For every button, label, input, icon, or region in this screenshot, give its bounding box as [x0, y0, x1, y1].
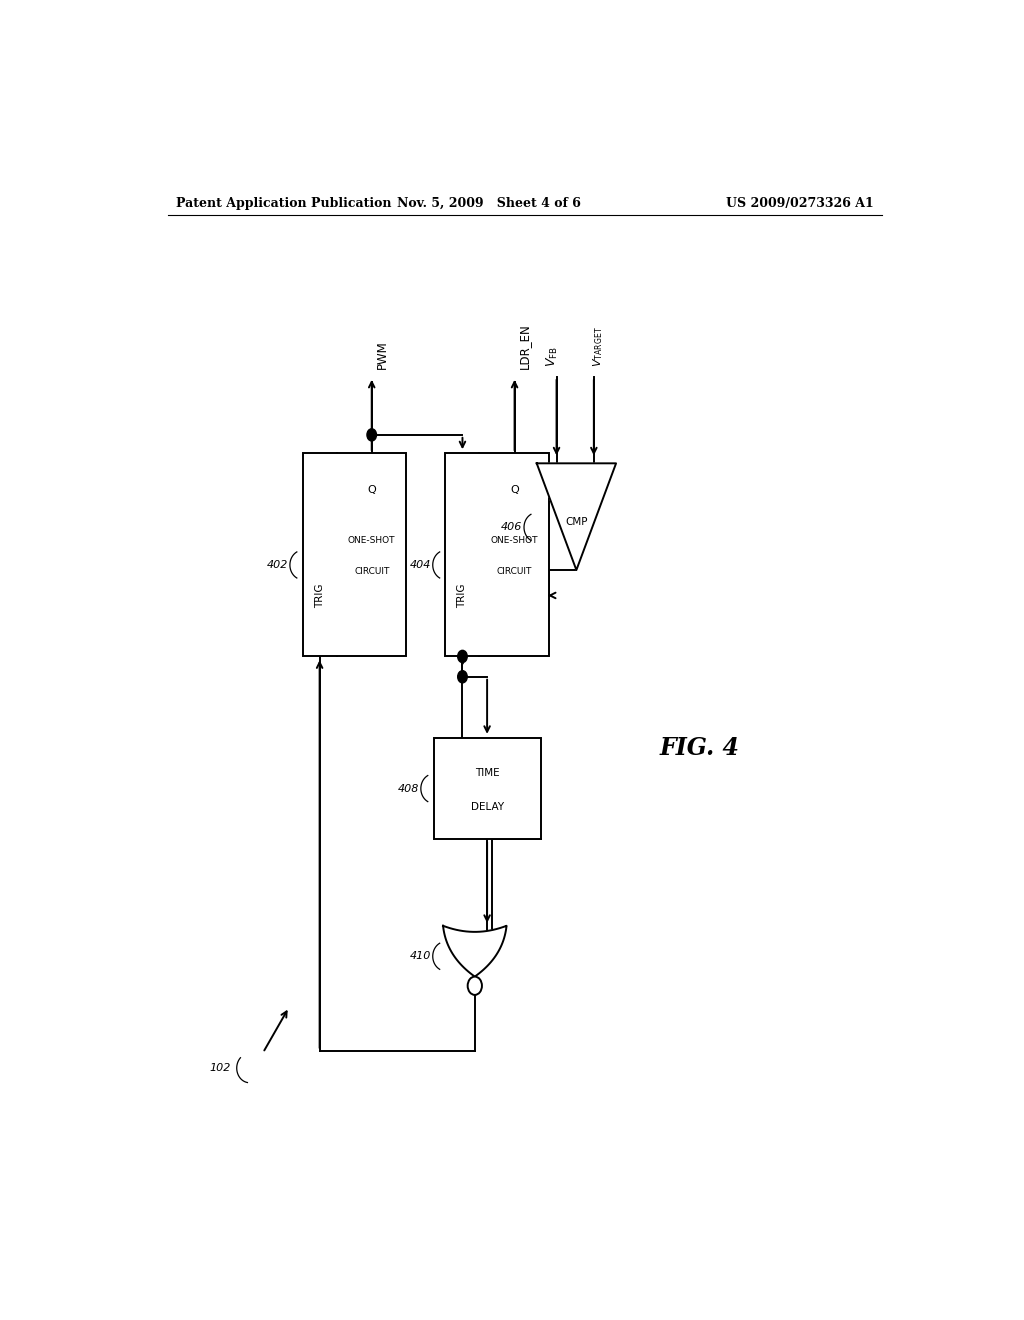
Text: TRIG: TRIG [458, 583, 468, 607]
Text: 402: 402 [267, 560, 289, 570]
Circle shape [458, 671, 467, 682]
Text: TRIG: TRIG [314, 583, 325, 607]
Text: 410: 410 [410, 952, 431, 961]
Text: Nov. 5, 2009   Sheet 4 of 6: Nov. 5, 2009 Sheet 4 of 6 [397, 197, 581, 210]
Text: $V_{\mathregular{FB}}$: $V_{\mathregular{FB}}$ [545, 346, 560, 367]
Bar [303, 453, 406, 656]
Text: 406: 406 [501, 523, 522, 532]
Circle shape [468, 977, 482, 995]
Text: DELAY: DELAY [471, 801, 504, 812]
Text: PWM: PWM [376, 341, 388, 368]
Polygon shape [537, 463, 616, 570]
Text: $V_{\mathregular{TARGET}}$: $V_{\mathregular{TARGET}}$ [591, 326, 605, 367]
Text: Q: Q [510, 484, 519, 495]
Bar [433, 738, 541, 840]
Text: LDR_EN: LDR_EN [518, 323, 531, 368]
Text: ONE-SHOT: ONE-SHOT [490, 536, 539, 545]
Text: CIRCUIT: CIRCUIT [354, 566, 389, 576]
Text: CIRCUIT: CIRCUIT [497, 566, 532, 576]
Text: FIG. 4: FIG. 4 [659, 737, 739, 760]
Text: Q: Q [368, 484, 376, 495]
Text: Patent Application Publication: Patent Application Publication [176, 197, 391, 210]
Text: US 2009/0273326 A1: US 2009/0273326 A1 [726, 197, 873, 210]
Text: 102: 102 [210, 1063, 231, 1073]
Text: 408: 408 [398, 784, 419, 793]
Polygon shape [443, 925, 507, 977]
Text: CMP: CMP [565, 517, 588, 527]
Circle shape [458, 651, 467, 663]
Bar [445, 453, 549, 656]
Text: ONE-SHOT: ONE-SHOT [348, 536, 395, 545]
Text: TIME: TIME [475, 768, 500, 779]
Circle shape [367, 429, 377, 441]
Text: 404: 404 [410, 560, 431, 570]
